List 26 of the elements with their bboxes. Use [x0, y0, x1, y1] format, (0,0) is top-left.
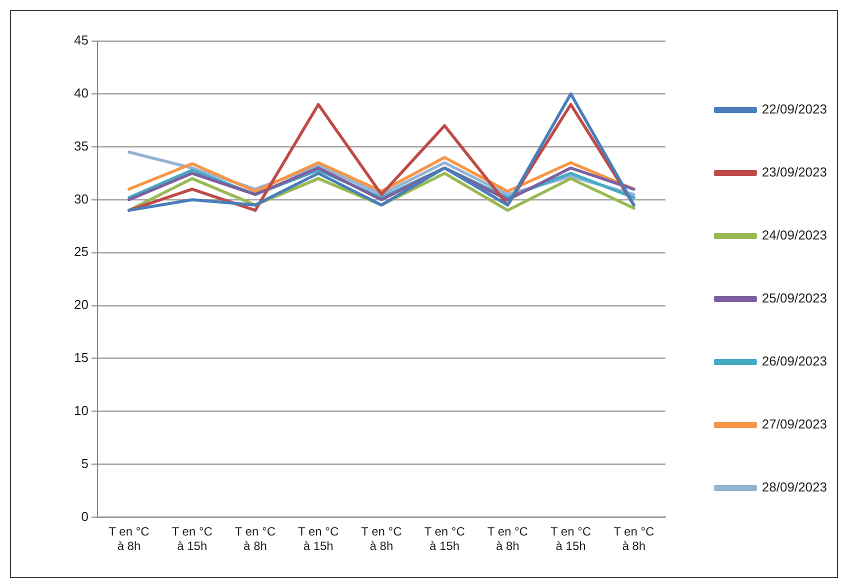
- x-tick-label: T en °C à 8h: [108, 524, 150, 554]
- y-tick-label: 20: [74, 297, 88, 312]
- y-tick-label: 25: [74, 244, 88, 260]
- y-tick-label: 30: [74, 191, 88, 206]
- legend-label: 23/09/2023: [762, 164, 828, 180]
- x-tick-label: T en °C à 15h: [424, 524, 466, 554]
- y-tick-label: 35: [74, 138, 88, 154]
- x-tick-label: T en °C à 8h: [361, 524, 402, 554]
- legend-label: 27/09/2023: [762, 416, 828, 432]
- y-tick-label: 10: [74, 402, 88, 418]
- legend-label: 24/09/2023: [762, 228, 828, 243]
- x-tick-label: T en °C à 15h: [298, 524, 339, 554]
- y-tick-label: 5: [81, 456, 88, 471]
- x-tick-label: T en °C à 15h: [172, 524, 213, 554]
- legend-label: 22/09/2023: [762, 102, 828, 117]
- legend-label: 25/09/2023: [762, 290, 828, 306]
- legend-label: 26/09/2023: [762, 354, 828, 369]
- y-tick-label: 0: [81, 508, 88, 524]
- x-tick-label: T en °C à 8h: [487, 524, 528, 554]
- x-tick-label: T en °C à 8h: [234, 524, 276, 554]
- x-tick-label: T en °C à 8h: [614, 524, 655, 554]
- y-tick-label: 45: [74, 32, 88, 48]
- x-tick-label: T en °C à 15h: [550, 524, 592, 554]
- y-tick-label: 15: [74, 350, 88, 366]
- y-tick-label: 40: [74, 85, 88, 100]
- legend-label: 28/09/2023: [762, 480, 828, 495]
